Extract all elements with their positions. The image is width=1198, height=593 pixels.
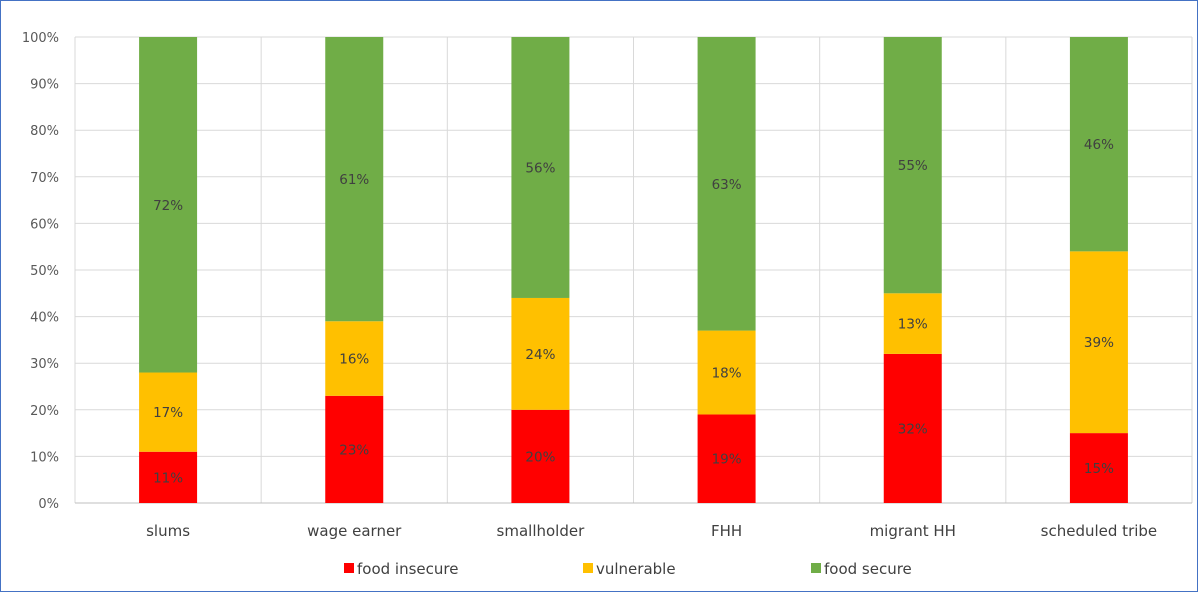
data-label: 20% (525, 449, 555, 465)
bar-segment (697, 414, 756, 503)
y-tick-label: 30% (30, 357, 59, 372)
legend-swatch (811, 563, 821, 573)
bar-segment (1069, 433, 1128, 503)
y-tick-label: 0% (38, 497, 59, 512)
y-tick-label: 60% (30, 217, 59, 232)
data-label: 16% (339, 352, 369, 368)
data-label: 46% (1084, 137, 1114, 153)
bar-segment (1069, 37, 1128, 252)
y-tick-label: 80% (30, 124, 59, 139)
x-tick-label: scheduled tribe (1041, 522, 1157, 540)
bar-segment (325, 395, 384, 503)
legend-swatch (344, 563, 354, 573)
bar-segment (325, 37, 384, 322)
bar-segment (139, 451, 198, 503)
data-label: 13% (898, 317, 928, 333)
y-tick-label: 90% (30, 78, 59, 93)
bar-segment (511, 37, 570, 298)
bar-segment (511, 409, 570, 503)
bar-segment (697, 330, 756, 415)
data-label: 19% (712, 452, 742, 468)
data-label: 61% (339, 172, 369, 188)
bar-segment (1069, 251, 1128, 434)
legend-label: vulnerable (596, 560, 676, 578)
y-tick-label: 100% (22, 31, 59, 46)
legend-label: food secure (824, 560, 912, 578)
x-tick-label: smallholder (497, 522, 586, 540)
y-tick-label: 20% (30, 404, 59, 419)
bar-segment (883, 37, 942, 294)
data-label: 55% (898, 158, 928, 174)
y-tick-label: 10% (30, 450, 59, 465)
x-tick-label: FHH (711, 522, 742, 540)
data-label: 23% (339, 442, 369, 458)
y-tick-label: 40% (30, 311, 59, 326)
x-tick-label: wage earner (307, 522, 402, 540)
data-label: 72% (153, 198, 183, 214)
bar-segment (325, 321, 384, 396)
bar-segment (511, 297, 570, 410)
data-label: 63% (712, 177, 742, 193)
data-label: 18% (712, 366, 742, 382)
legend-swatch (583, 563, 593, 573)
bar-segment (139, 372, 198, 452)
bar-segment (883, 293, 942, 354)
bar-segment (697, 37, 756, 331)
data-label: 32% (898, 421, 928, 437)
legend-label: food insecure (357, 560, 458, 578)
data-label: 39% (1084, 335, 1114, 351)
y-tick-label: 50% (30, 264, 59, 279)
x-tick-label: migrant HH (870, 522, 956, 540)
x-tick-label: slums (146, 522, 190, 540)
data-label: 56% (525, 160, 555, 176)
data-label: 24% (525, 347, 555, 363)
bar-segment (883, 353, 942, 503)
y-tick-label: 70% (30, 171, 59, 186)
bar-segment (139, 37, 198, 373)
data-label: 15% (1084, 461, 1114, 477)
data-label: 17% (153, 405, 183, 421)
data-label: 11% (153, 470, 183, 486)
